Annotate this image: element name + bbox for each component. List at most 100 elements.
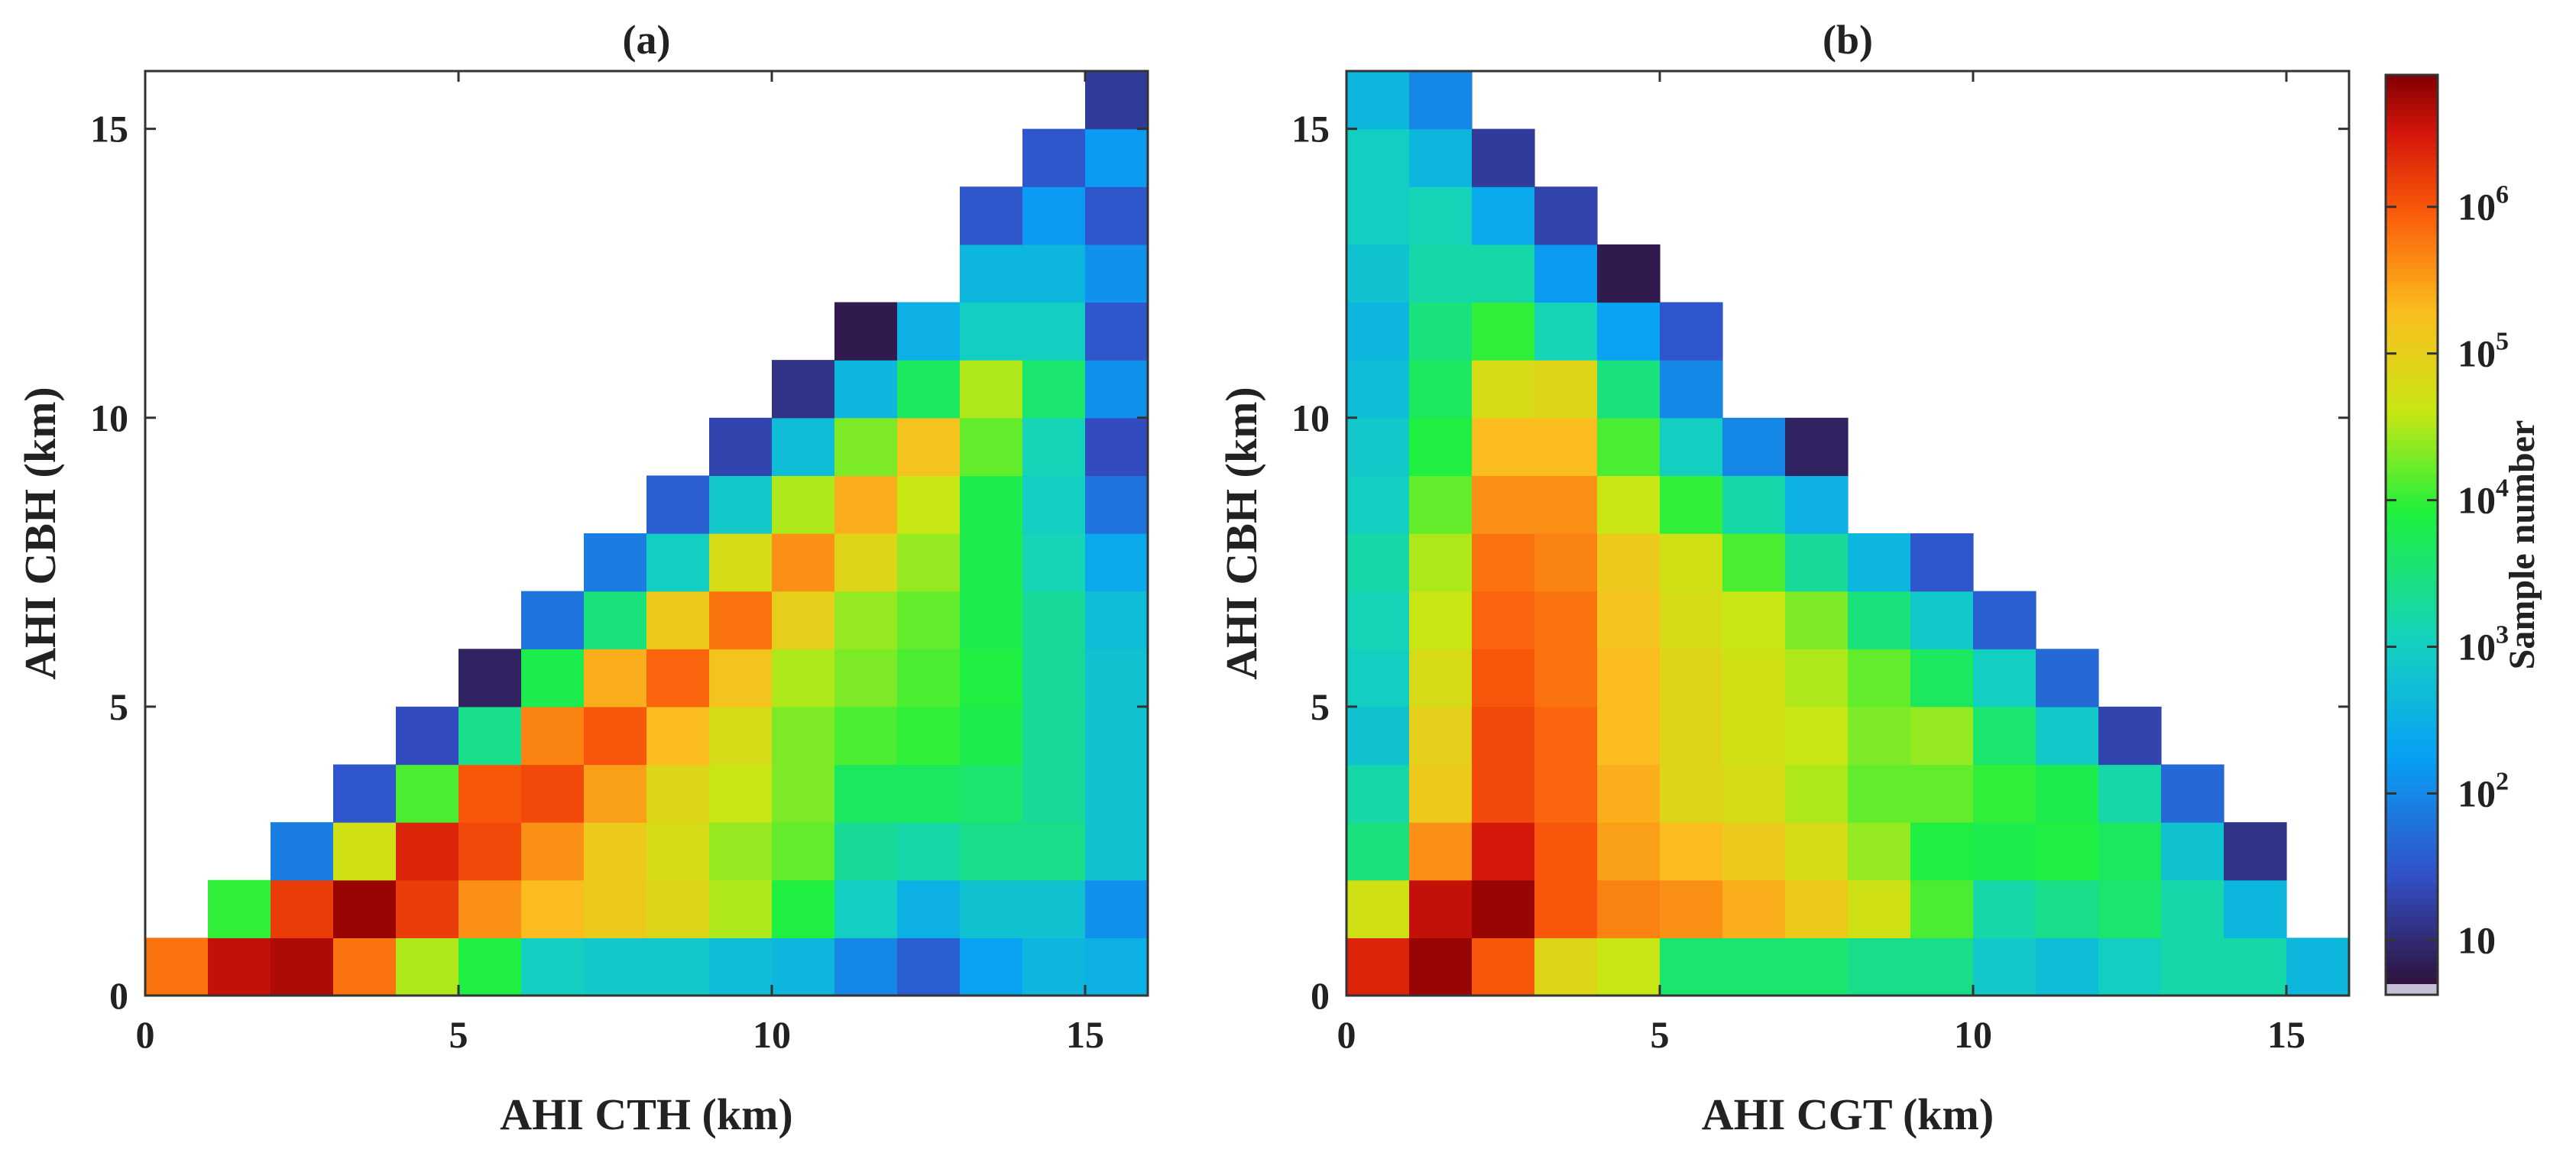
colorbar-strip [2386,762,2438,769]
heatmap-cell [1085,822,1149,881]
heatmap-cell [2098,937,2162,996]
colorbar-strip [2386,802,2438,809]
heatmap-cell [1409,533,1473,592]
colorbar-strip [2386,631,2438,639]
heatmap-cells-a [145,71,1149,996]
colorbar-strip [2386,336,2438,343]
colorbar-strip [2386,455,2438,462]
colorbar-strip [2386,143,2438,150]
heatmap-cell [2161,937,2224,996]
heatmap-cell [897,879,961,938]
heatmap-cell [897,649,961,708]
heatmap-cell [834,360,898,419]
heatmap-cell [834,706,898,766]
colorbar-strip [2386,927,2438,934]
heatmap-cell [646,533,710,592]
colorbar-strip [2386,148,2438,156]
colorbar-strip [2386,768,2438,775]
colorbar-strip [2386,882,2438,889]
colorbar-strip [2386,115,2438,121]
colorbar-gradient [2386,75,2438,985]
colorbar-strip [2386,904,2438,912]
colorbar-strip [2386,199,2438,207]
colorbar-strip [2386,461,2438,468]
colorbar-tick-label: 104 [2458,474,2509,522]
colorbar-strip [2386,569,2438,576]
x-tick-label: 5 [1651,1013,1670,1056]
colorbar-strip [2386,682,2438,690]
heatmap-cell [1409,475,1473,534]
heatmap-cell [396,706,459,766]
heatmap-cell [897,417,961,476]
colorbar-strip [2386,791,2438,798]
heatmap-cell [1346,706,1410,766]
heatmap-cell [1910,649,1974,708]
heatmap-cell [1534,186,1598,245]
heatmap-cell [1660,649,1723,708]
colorbar-strip [2386,495,2438,502]
heatmap-cell [1022,706,1086,766]
colorbar-strip [2386,722,2438,730]
heatmap-cell [1472,128,1535,187]
heatmap-cell [1022,937,1086,996]
heatmap-cell [709,822,773,881]
colorbar-strip [2386,733,2438,741]
y-tick-label: 5 [1311,685,1330,728]
heatmap-cell [897,360,961,419]
heatmap-cell [458,937,522,996]
heatmap-cell [396,822,459,881]
colorbar-strip [2386,915,2438,923]
y-tick-label: 15 [1291,108,1330,151]
heatmap-cell [1910,937,1974,996]
colorbar-strip [2386,773,2438,781]
colorbar-strip [2386,92,2438,99]
heatmap-cell [521,822,585,881]
colorbar-strip [2386,893,2438,900]
colorbar-strip [2386,489,2438,497]
heatmap-cell [2161,822,2224,881]
heatmap-cell [2036,937,2099,996]
colorbar-strip [2386,472,2438,480]
heatmap-cell [1409,879,1473,938]
heatmap-cell [333,879,397,938]
heatmap-cell [1022,186,1086,245]
heatmap-cell [1597,764,1661,823]
heatmap-cell [1085,591,1149,649]
heatmap-cell [646,475,710,534]
heatmap-cell [1346,822,1410,881]
colorbar-strip [2386,603,2438,610]
heatmap-cell [834,822,898,881]
heatmap-cell [1660,937,1723,996]
colorbar-strip [2386,779,2438,786]
heatmap-cell [1085,186,1149,245]
colorbar-label: Sample number [2502,420,2542,670]
colorbar-strip [2386,500,2438,508]
colorbar-strip [2386,444,2438,451]
heatmap-cell [1910,533,1974,592]
colorbar-strip [2386,410,2438,417]
heatmap-cell [1597,302,1661,361]
colorbar-strip [2386,614,2438,621]
heatmap-cell [1409,417,1473,476]
heatmap-cell [1346,937,1410,996]
y-tick-label: 10 [90,397,128,439]
heatmap-cell [834,533,898,592]
colorbar-strip [2386,313,2438,320]
heatmap-cell [1085,71,1149,130]
heatmap-cell [960,822,1023,881]
heatmap-cell [1910,706,1974,766]
colorbar-strip [2386,637,2438,644]
heatmap-cell [1085,706,1149,766]
heatmap-cell [1085,302,1149,361]
colorbar-strip [2386,154,2438,161]
heatmap-cell [1472,706,1535,766]
colorbar-strip [2386,80,2438,87]
heatmap-cell [1409,302,1473,361]
heatmap-cell [1022,128,1086,187]
heatmap-cell [1346,649,1410,708]
colorbar-strip [2386,267,2438,275]
heatmap-cell [960,937,1023,996]
colorbar-strip [2386,188,2438,196]
heatmap-cell [1973,764,2036,823]
